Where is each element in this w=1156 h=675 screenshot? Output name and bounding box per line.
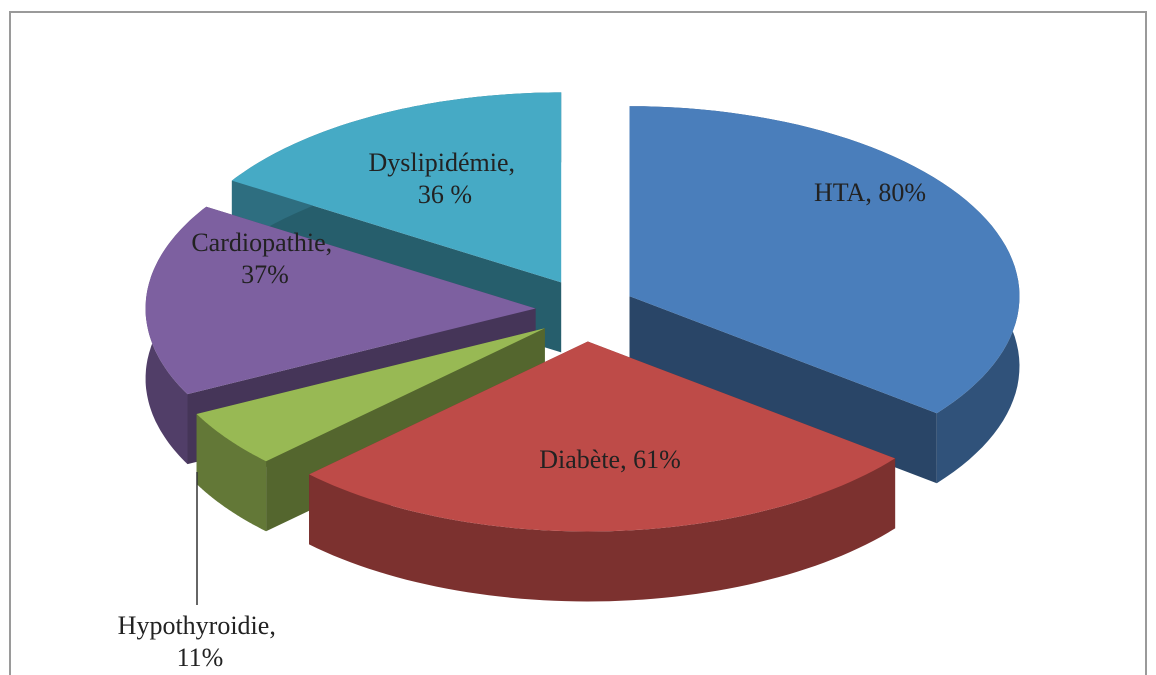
data-label: Cardiopathie, 37% <box>191 228 338 289</box>
slice <box>145 206 536 395</box>
data-label: Dyslipidémie, 36 % <box>368 148 521 209</box>
data-label: HTA, 80% <box>814 178 926 207</box>
slice <box>309 341 896 532</box>
data-label: Hypothyroidie, 11% <box>118 611 283 672</box>
slice-edge <box>309 458 896 602</box>
slice <box>196 328 545 462</box>
slice <box>231 92 562 283</box>
data-label: Diabète, 61% <box>539 445 681 474</box>
slice-side <box>629 296 937 484</box>
slice-edge <box>196 414 267 532</box>
slice <box>629 106 1020 414</box>
